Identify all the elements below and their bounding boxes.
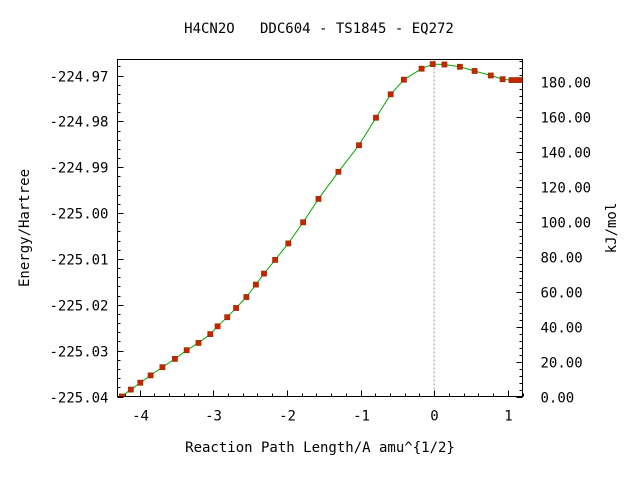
data-point (373, 114, 379, 121)
data-point (315, 195, 322, 202)
y-tick-label: -224.97 (49, 70, 108, 86)
data-point (418, 65, 425, 72)
y2-tick-label: 60.00 (541, 286, 583, 302)
y2-axis-label: kJ/mol (604, 203, 620, 254)
data-point (471, 68, 478, 74)
data-point (252, 281, 259, 288)
x-axis: -4 -3 -2 -1 0 1 (125, 390, 524, 425)
y2-tick-label: 180.00 (541, 76, 592, 92)
y-tick-label: -224.98 (49, 115, 108, 131)
data-point (119, 393, 125, 397)
x-tick-label: -4 (132, 409, 149, 425)
data-point (214, 323, 221, 330)
x-tick-label: -1 (353, 409, 370, 425)
data-point (400, 76, 407, 83)
data-point (300, 219, 307, 226)
data-point (441, 61, 448, 68)
series-line (121, 63, 521, 397)
y-axis-right: 180.00 160.00 140.00 120.00 100.00 80.00 60.00… (516, 61, 592, 407)
y2-tick-label: 20.00 (541, 356, 583, 372)
plot-frame (117, 59, 523, 397)
x-tick-label: 1 (504, 409, 512, 425)
y2-tick-label: 40.00 (541, 321, 583, 337)
y-tick-label: -225.01 (49, 253, 108, 269)
y-tick-label: -225.02 (49, 299, 108, 315)
data-point (456, 63, 463, 70)
data-point (356, 142, 362, 149)
y-axis-label: Energy/Hartree (17, 169, 33, 287)
data-point (147, 372, 154, 379)
data-point (127, 386, 134, 393)
x-axis-label: Reaction Path Length/A amu^{1/2} (185, 440, 455, 456)
data-point (207, 331, 214, 338)
data-point (195, 339, 202, 346)
y-tick-label: -225.04 (49, 391, 108, 407)
data-point (233, 305, 240, 311)
y2-tick-label: 0.00 (541, 391, 575, 407)
y2-tick-label: 80.00 (541, 251, 583, 267)
y-axis-left: -224.97 -224.98 -224.99 -225.00 -225.01 -225.… (49, 66, 124, 407)
data-point (183, 347, 190, 354)
data-point (518, 77, 523, 83)
y-tick-label: -224.99 (49, 161, 108, 177)
series-group (119, 61, 523, 397)
data-point (272, 256, 279, 263)
data-point (429, 61, 436, 67)
y2-tick-label: 100.00 (541, 216, 592, 232)
data-point (508, 77, 515, 83)
x-tick-label: 0 (430, 409, 438, 425)
data-point (499, 76, 506, 83)
data-point (243, 294, 250, 300)
data-point (387, 91, 394, 98)
data-point (224, 314, 231, 321)
data-point (335, 168, 342, 175)
data-point (171, 355, 178, 362)
y2-tick-label: 160.00 (541, 111, 592, 127)
data-point (261, 270, 267, 277)
x-tick-label: -2 (279, 409, 296, 425)
y2-tick-label: 120.00 (541, 181, 592, 197)
chart-title: H4CN2O DDC604 - TS1845 - EQ272 (184, 21, 454, 37)
data-point (487, 72, 494, 79)
data-point (159, 364, 166, 371)
y-tick-label: -225.03 (49, 345, 108, 361)
x-tick-label: -3 (205, 409, 222, 425)
y-tick-label: -225.00 (49, 207, 108, 223)
data-point (137, 379, 144, 386)
y2-tick-label: 140.00 (541, 146, 592, 162)
data-point (285, 240, 292, 247)
